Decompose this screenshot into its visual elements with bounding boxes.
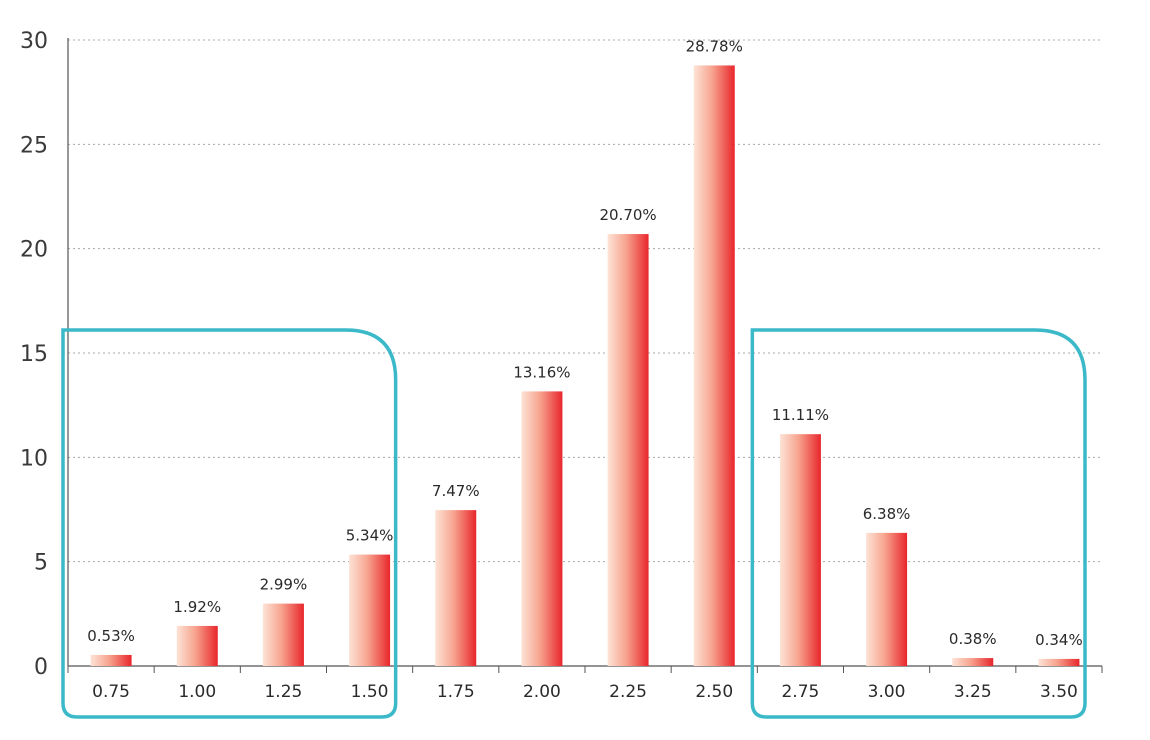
data-label-2.75: 11.11% <box>772 406 829 424</box>
y-tick-label: 0 <box>34 655 48 680</box>
data-labels: 0.53% 1.92% 2.99% 5.34% 7.47% 13.16% 20.70% 28.… <box>87 37 1082 648</box>
bar-1.00 <box>176 625 218 666</box>
x-tick-label-1.00: 1.00 <box>178 682 216 702</box>
x-tick-label-1.50: 1.50 <box>351 682 389 702</box>
data-label-1.50: 5.34% <box>346 527 394 545</box>
data-label-3.25: 0.38% <box>949 630 997 648</box>
data-label-2.25: 20.70% <box>599 206 656 224</box>
grid-lines <box>68 39 1102 563</box>
y-tick-label: 30 <box>20 29 48 54</box>
y-tick-label: 20 <box>20 238 48 263</box>
x-tick-label-2.75: 2.75 <box>781 682 819 702</box>
x-tick-labels: 0.75 1.00 1.25 1.50 1.75 2.00 2.25 2.50 2.75 3.00… <box>92 682 1078 702</box>
axes <box>67 38 1103 673</box>
bar-1.75 <box>435 510 477 666</box>
y-tick-label: 10 <box>20 446 48 471</box>
x-tick-label-1.25: 1.25 <box>264 682 302 702</box>
y-tick-label: 5 <box>34 551 48 576</box>
data-label-0.75: 0.53% <box>87 627 135 645</box>
data-label-3.00: 6.38% <box>863 505 911 523</box>
x-tick-label-2.25: 2.25 <box>609 682 647 702</box>
data-label-1.75: 7.47% <box>432 482 480 500</box>
highlight-box-2 <box>750 328 1087 719</box>
x-tick-label-3.50: 3.50 <box>1040 682 1078 702</box>
x-tick-label-2.50: 2.50 <box>695 682 733 702</box>
bar-2.75 <box>779 434 821 666</box>
data-label-2.00: 13.16% <box>513 363 570 381</box>
bar-3.00 <box>866 532 908 666</box>
y-tick-label: 15 <box>20 342 48 367</box>
y-tick-label: 25 <box>20 133 48 158</box>
bars <box>90 65 1080 666</box>
data-label-3.50: 0.34% <box>1035 631 1083 649</box>
y-tick-labels: 0 5 10 15 20 25 30 <box>20 29 48 680</box>
data-label-1.00: 1.92% <box>173 598 221 616</box>
bar-2.25 <box>607 234 649 666</box>
bar-2.00 <box>521 391 563 666</box>
bar-3.25 <box>952 658 994 666</box>
x-tick-label-1.75: 1.75 <box>437 682 475 702</box>
data-label-1.25: 2.99% <box>260 576 308 594</box>
x-tick-label-2.00: 2.00 <box>523 682 561 702</box>
x-tick-label-3.00: 3.00 <box>868 682 906 702</box>
bar-1.50 <box>349 554 391 666</box>
bar-3.50 <box>1038 658 1080 666</box>
bar-2.50 <box>693 65 735 666</box>
bar-0.75 <box>90 654 132 666</box>
highlight-box-1 <box>61 328 398 719</box>
x-tick-label-0.75: 0.75 <box>92 682 130 702</box>
data-label-2.50: 28.78% <box>686 37 743 55</box>
bar-1.25 <box>262 603 304 666</box>
highlight-boxes <box>61 328 1087 719</box>
x-tick-label-3.25: 3.25 <box>954 682 992 702</box>
